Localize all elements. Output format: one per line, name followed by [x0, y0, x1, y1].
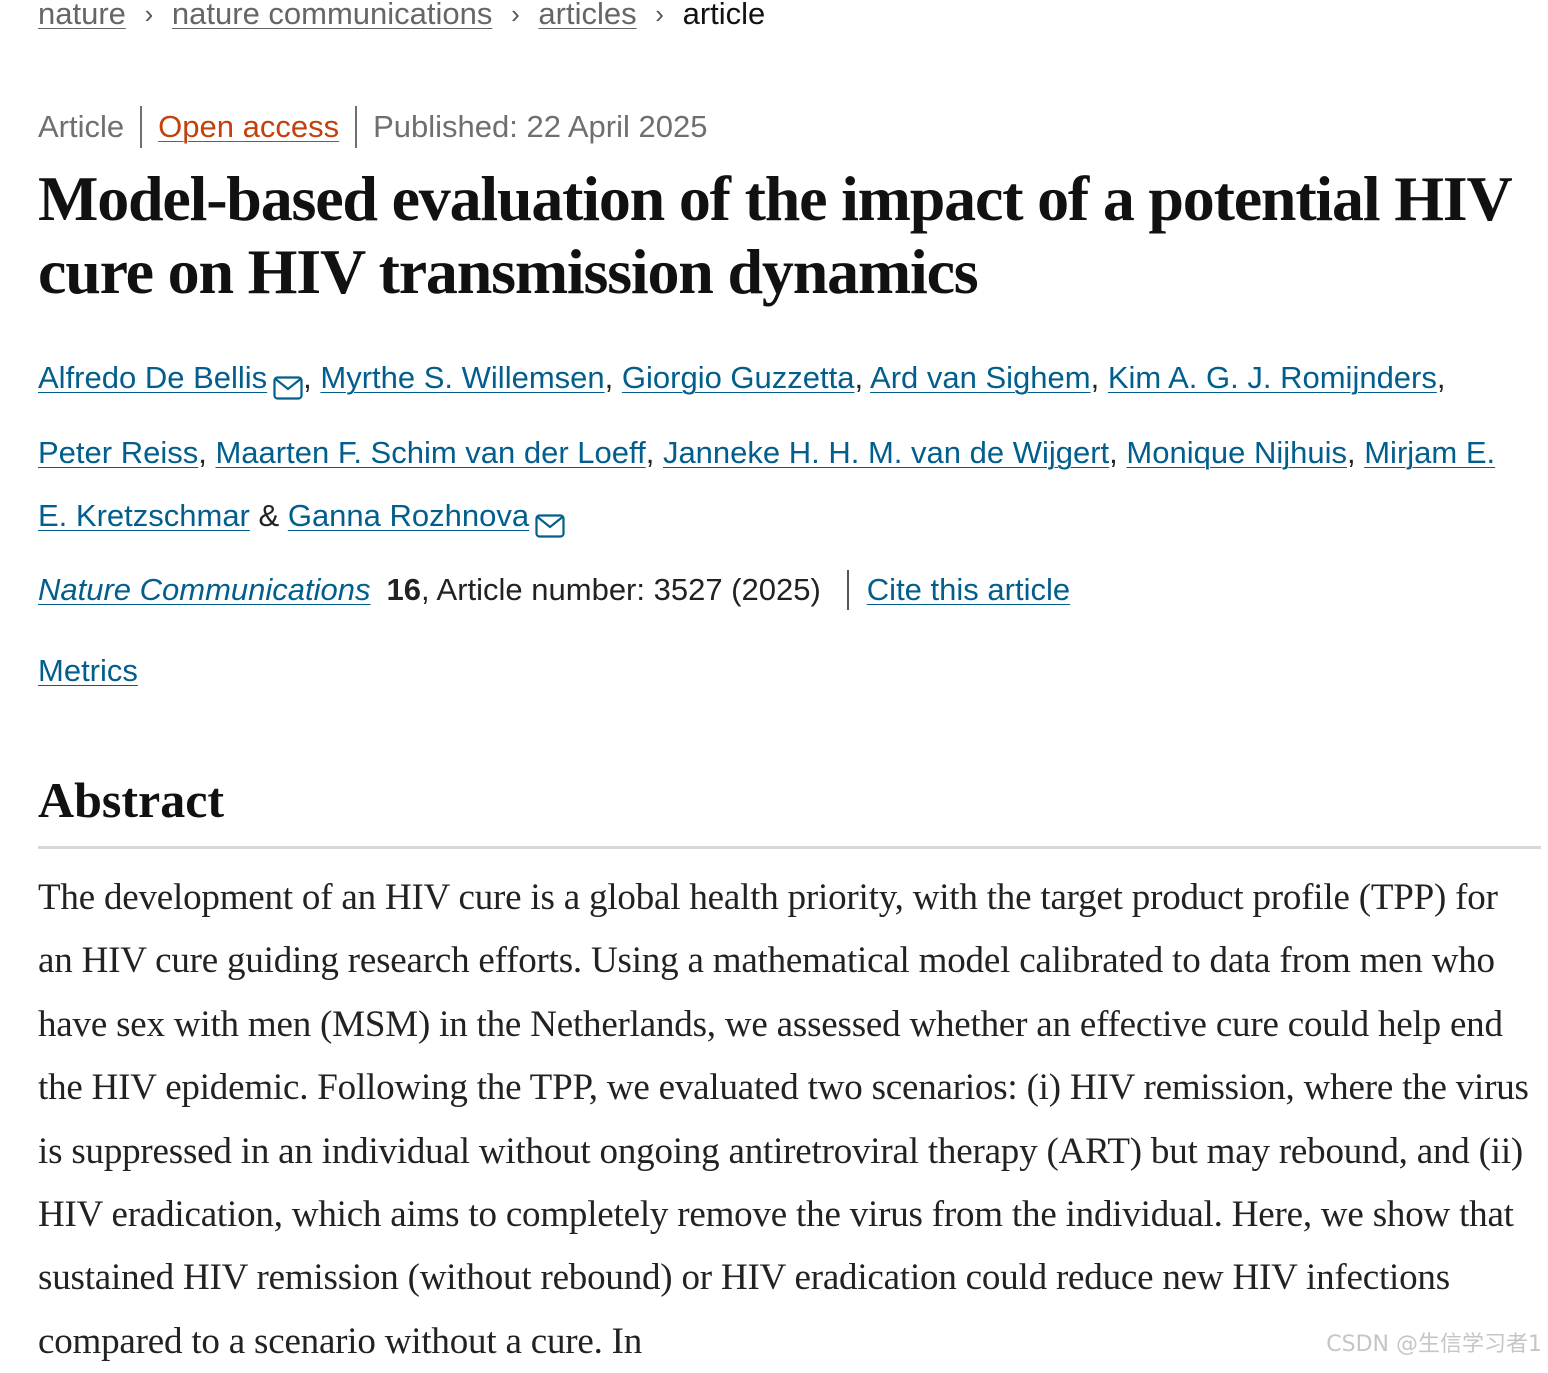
journal-link[interactable]: Nature Communications [38, 572, 371, 607]
citation-divider [846, 570, 849, 610]
section-divider [38, 846, 1541, 849]
author-separator: , [1346, 435, 1356, 470]
author-separator: , [1109, 435, 1118, 470]
author-link[interactable]: Giorgio Guzzetta [621, 360, 855, 395]
author-link[interactable]: Mirjam E. E. Kretzschmar [38, 435, 1496, 533]
abstract-heading: Abstract [38, 772, 225, 828]
breadcrumb-articles[interactable]: articles [538, 0, 637, 31]
author-link[interactable]: Myrthe S. Willemsen [320, 360, 605, 395]
article-title: Model-based evaluation of the impact of … [38, 163, 1512, 307]
meta-divider [355, 106, 358, 148]
author-link[interactable]: Kim A. G. J. Romijnders [1107, 360, 1437, 395]
breadcrumb: nature › nature communications › article… [38, 0, 765, 36]
author-link[interactable]: Alfredo De Bellis [38, 360, 268, 395]
volume: 16 [386, 572, 422, 607]
author-link[interactable]: Peter Reiss [38, 435, 199, 470]
breadcrumb-nature[interactable]: nature [38, 0, 126, 31]
author-link[interactable]: Maarten F. Schim van der Loeff [215, 435, 646, 470]
article-number: , Article number: 3527 (2025) [421, 572, 821, 607]
author-separator: , [854, 360, 864, 395]
citation-line: Nature Communications 16 , Article numbe… [38, 568, 1070, 612]
article-meta: Article Open access Published: 22 April … [38, 106, 707, 148]
author-separator: & [258, 498, 280, 533]
meta-divider [140, 106, 143, 148]
author-link[interactable]: Ard van Sighem [870, 360, 1091, 395]
cite-this-article-link[interactable]: Cite this article [866, 572, 1071, 607]
author-list: Alfredo De Bellis, Myrthe S. Willemsen, … [38, 346, 1518, 559]
abstract-text: The development of an HIV cure is a glob… [38, 877, 1529, 1362]
breadcrumb-current: article [682, 0, 766, 31]
mail-icon[interactable] [535, 496, 565, 559]
mail-icon[interactable] [273, 358, 303, 421]
breadcrumb-nature-communications[interactable]: nature communications [171, 0, 493, 31]
chevron-right-icon: › [144, 0, 154, 29]
author-link[interactable]: Janneke H. H. M. van de Wijgert [662, 435, 1110, 470]
watermark: CSDN @生信学习者1 [1326, 1332, 1542, 1357]
author-separator: , [303, 360, 312, 395]
author-separator: , [645, 435, 655, 470]
author-separator: , [604, 360, 614, 395]
article-type: Article [38, 109, 125, 144]
author-separator: , [198, 435, 207, 470]
open-access-link[interactable]: Open access [158, 109, 340, 144]
author-separator: , [1090, 360, 1100, 395]
author-separator: , [1436, 360, 1446, 395]
chevron-right-icon: › [655, 0, 664, 29]
author-link[interactable]: Monique Nijhuis [1126, 435, 1347, 470]
author-link[interactable]: Ganna Rozhnova [287, 498, 530, 533]
metrics-link[interactable]: Metrics [38, 653, 138, 688]
published-date: Published: 22 April 2025 [373, 109, 708, 144]
chevron-right-icon: › [511, 0, 520, 29]
